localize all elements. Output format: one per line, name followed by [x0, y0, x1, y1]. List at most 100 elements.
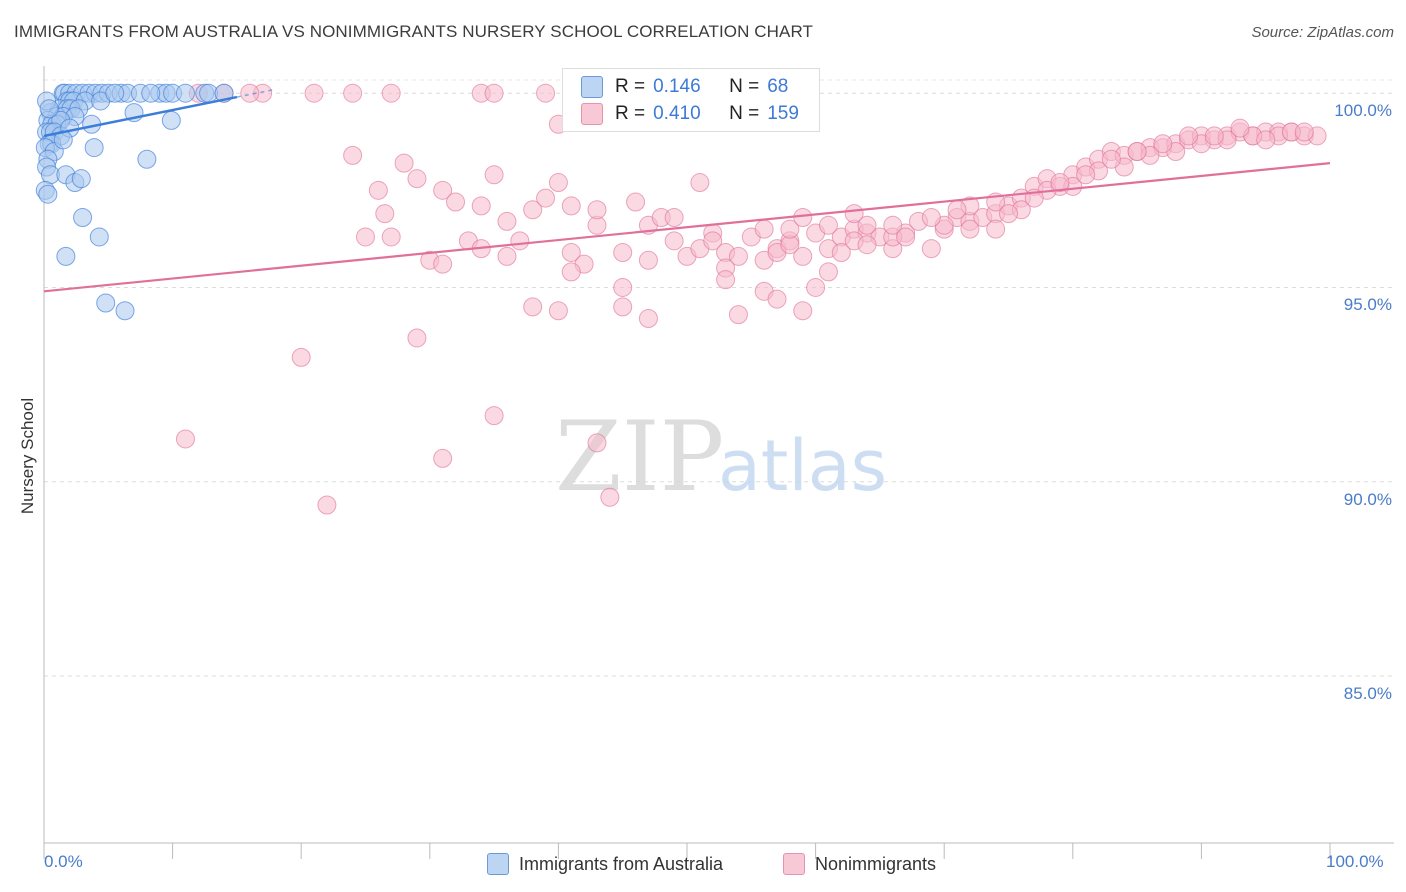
nonimmigrant-point [497, 246, 517, 266]
australia-point [38, 184, 58, 204]
nonimmigrant-point [716, 270, 736, 290]
nonimmigrant-point [523, 200, 543, 220]
r-value-blue: 0.146 [653, 76, 701, 97]
bottom-legend-label-blue: Immigrants from Australia [519, 853, 724, 874]
blue-swatch-icon [581, 76, 603, 98]
nonimmigrant-point [317, 495, 337, 515]
australia-point [73, 208, 93, 228]
australia-point [175, 83, 195, 103]
australia-trendline [43, 95, 238, 138]
nonimmigrant-point [381, 227, 401, 247]
y-tick-label: 90.0% [1343, 489, 1392, 509]
nonimmigrant-point [793, 301, 813, 321]
watermark-zip: ZIP [555, 401, 724, 513]
nonimmigrant-point [613, 242, 633, 262]
x-tick-label-max: 100.0% [1326, 852, 1384, 871]
nonimmigrant-point [1153, 134, 1173, 154]
nonimmigrant-point [407, 169, 427, 189]
nonimmigrant-point [728, 246, 748, 266]
nonimmigrant-point [999, 204, 1018, 224]
australia-point [89, 227, 109, 247]
nonimmigrant-point [497, 211, 517, 231]
nonimmigrant-point [356, 227, 375, 247]
australia-point [71, 169, 91, 189]
nonimmigrant-point [1127, 141, 1147, 161]
nonimmigrant-point [394, 153, 414, 173]
nonimmigrant-point [638, 309, 658, 329]
nonimmigrant-point [523, 297, 543, 317]
nonimmigrant-point [381, 83, 401, 103]
nonimmigrant-point [1076, 165, 1096, 185]
nonimmigrant-point [1204, 126, 1224, 146]
nonimmigrant-point [626, 192, 646, 212]
nonimmigrant-point [947, 200, 967, 220]
nonimmigrant-point [446, 192, 466, 212]
stats-legend: R = 0.146 N = 68 R = 0.410 N = 159 [562, 68, 820, 132]
pink-swatch-icon [783, 853, 805, 875]
nonimmigrant-point [1050, 173, 1070, 193]
y-tick-label: 85.0% [1343, 683, 1392, 703]
r-label: R = [615, 76, 646, 97]
nonimmigrant-point [548, 301, 568, 321]
nonimmigrant-point [767, 289, 787, 309]
nonimmigrant-point [818, 215, 838, 235]
nonimmigrant-point [484, 83, 504, 103]
nonimmigrant-point [703, 231, 723, 251]
nonimmigrant-point [806, 277, 826, 297]
nonimmigrant-point [600, 487, 620, 507]
nonimmigrant-point [664, 208, 684, 228]
pink-swatch-icon [581, 103, 603, 125]
nonimmigrant-point [780, 219, 800, 239]
nonimmigrant-point [433, 254, 453, 274]
nonimmigrant-point [613, 277, 633, 297]
bottom-legend-item-blue: Immigrants from Australia [487, 852, 723, 876]
nonimmigrant-point [343, 145, 363, 165]
nonimmigrant-point [793, 246, 813, 266]
nonimmigrant-point [561, 262, 581, 282]
nonimmigrant-point [857, 235, 877, 255]
australia-point [161, 110, 181, 130]
chart-title: IMMIGRANTS FROM AUSTRALIA VS NONIMMIGRAN… [14, 22, 814, 41]
n-value-pink: 159 [767, 103, 799, 124]
nonimmigrant-point [471, 196, 491, 216]
nonimmigrant-point [664, 231, 684, 251]
nonimmigrant-point [561, 242, 581, 262]
nonimmigrant-point [561, 196, 581, 216]
nonimmigrant-point [375, 204, 395, 224]
nonimmigrant-point [793, 208, 813, 228]
nonimmigrant-point [1230, 118, 1250, 138]
nonimmigrant-point [587, 200, 607, 220]
nonimmigrant-point [1294, 122, 1314, 142]
nonimmigrant-trendline [43, 162, 1331, 293]
nonimmigrant-point [484, 406, 504, 426]
nonimmigrant-point [896, 227, 916, 247]
nonimmigrant-point [291, 347, 311, 367]
australia-trendline-extension [236, 88, 276, 98]
nonimmigrant-point [883, 215, 903, 235]
stats-legend-row-blue: R = 0.146 N = 68 [581, 75, 788, 99]
nonimmigrant-point [818, 262, 838, 282]
bottom-legend-item-pink: Nonimmigrants [783, 852, 936, 876]
australia-point [105, 83, 125, 103]
x-tick-label-min: 0.0% [44, 852, 83, 871]
n-label: N = [729, 76, 760, 97]
nonimmigrant-point [857, 215, 877, 235]
nonimmigrant-point [986, 219, 1006, 239]
nonimmigrant-point [240, 83, 260, 103]
bottom-legend-label-pink: Nonimmigrants [815, 853, 937, 874]
nonimmigrant-point [433, 448, 453, 468]
y-tick-label: 95.0% [1343, 295, 1392, 315]
australia-point [96, 293, 116, 313]
nonimmigrant-point [548, 173, 568, 193]
r-label: R = [615, 103, 646, 124]
nonimmigrant-point [368, 180, 388, 200]
nonimmigrant-point [1256, 130, 1276, 150]
watermark-atlas: atlas [718, 425, 887, 507]
nonimmigrant-point [921, 208, 941, 228]
nonimmigrant-point [484, 165, 504, 185]
n-label: N = [729, 103, 760, 124]
nonimmigrant-point [1179, 126, 1199, 146]
nonimmigrant-point [304, 83, 324, 103]
nonimmigrant-point [921, 239, 941, 259]
